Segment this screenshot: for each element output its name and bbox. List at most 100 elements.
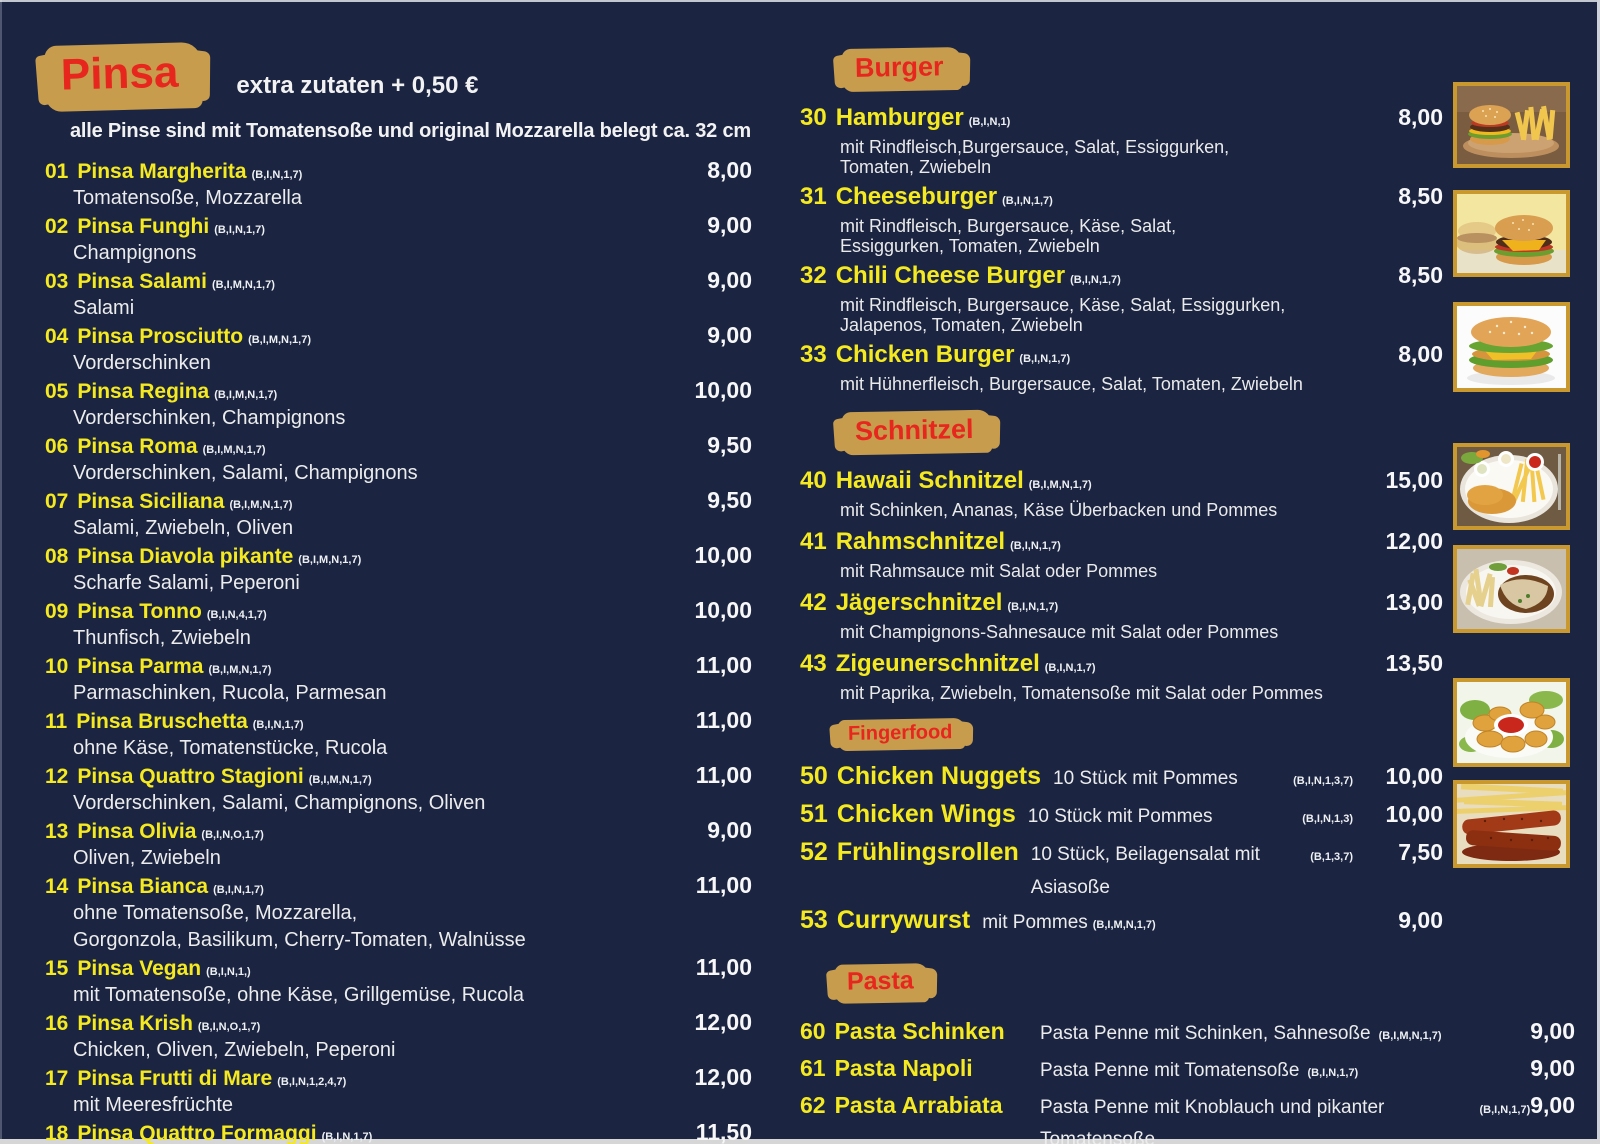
item-price: 8,50 xyxy=(1398,262,1443,288)
item-number: 01 xyxy=(45,160,69,183)
chicken-nuggets-illustration xyxy=(1457,682,1566,763)
item-description-2: Tomaten, Zwiebeln xyxy=(840,157,992,177)
menu-item-title-row: 15 Pinsa Vegan (B,I,N,1,) 11,00 xyxy=(45,955,752,984)
menu-item-title-row: 02 Pinsa Funghi (B,I,N,1,7) 9,00 xyxy=(45,213,752,242)
menu-item-title-row: 12 Pinsa Quattro Stagioni (B,I,M,N,1,7) 11,… xyxy=(45,763,752,792)
item-number: 07 xyxy=(45,490,69,513)
item-allergens: (B,I,N,1,7) xyxy=(252,719,304,731)
menu-item: 43 Zigeunerschnitzel (B,I,N,1,7) 13,50 mit … xyxy=(800,649,1443,703)
item-description: mit Pommes xyxy=(982,912,1088,933)
item-name: Pinsa Bruschetta xyxy=(76,710,248,733)
item-name: Pasta Arrabiata xyxy=(834,1092,1003,1118)
menu-item-title-row: 16 Pinsa Krish (B,I,N,O,1,7) 12,00 xyxy=(45,1010,752,1039)
item-allergens: (B,I,M,N,1,7) xyxy=(1028,479,1092,491)
menu-item: 06 Pinsa Roma (B,I,M,N,1,7) 9,50 Vorderschi… xyxy=(45,433,752,485)
item-price: 11,00 xyxy=(695,762,752,788)
item-allergens: (B,I,M,N,1,7) xyxy=(202,444,266,456)
item-description-2: Essiggurken, Tomaten, Zwiebeln xyxy=(840,236,1100,256)
item-number: 13 xyxy=(45,820,69,843)
item-price: 12,00 xyxy=(1385,528,1443,554)
fingerfood-header-row: Fingerfood xyxy=(837,717,1443,752)
menu-item-title-row: 42 Jägerschnitzel (B,I,N,1,7) 13,00 xyxy=(800,588,1443,622)
schnitzel-title: Schnitzel xyxy=(854,414,974,447)
item-number: 17 xyxy=(45,1067,69,1090)
item-name-column: 60 Pasta Schinken xyxy=(800,1015,1040,1047)
menu-item: 32 Chili Cheese Burger (B,I,N,1,7) 8,50 mit… xyxy=(800,261,1443,335)
item-allergens: (B,I,N,1,7) xyxy=(214,224,265,236)
jaegerschnitzel-illustration xyxy=(1457,549,1566,629)
menu-item: 53 Currywurst mit Pommes (B,I,M,N,1,7) 9,00 xyxy=(800,904,1443,942)
item-allergens: (B,I,N,4,1,7) xyxy=(206,609,267,621)
item-number: 31 xyxy=(800,183,827,210)
item-number: 10 xyxy=(45,655,69,678)
schnitzel-with-fries-photo xyxy=(1453,443,1570,530)
menu-item: 18 Pinsa Quattro Formaggi (B,I,N,1,7) 11,50… xyxy=(45,1120,752,1144)
item-name: Pinsa Vegan xyxy=(77,957,202,980)
item-name: Cheeseburger xyxy=(835,183,998,210)
item-allergens: (B,I,N,1,7) xyxy=(213,884,264,896)
item-description: Oliven, Zwiebeln xyxy=(73,847,221,869)
item-name: Pinsa Salami xyxy=(77,270,207,293)
item-allergens-inline: (B,1,3,7) xyxy=(1310,851,1353,863)
item-allergens: (B,I,M,N,1,7) xyxy=(298,554,362,566)
item-number: 52 xyxy=(800,838,828,866)
item-allergens: (B,I,M,N,1,7) xyxy=(1378,1030,1442,1042)
schnitzel-header-row: Schnitzel xyxy=(841,409,1443,456)
menu-item: 12 Pinsa Quattro Stagioni (B,I,M,N,1,7) 11,… xyxy=(45,763,752,815)
item-allergens: (B,I,M,N,1,7) xyxy=(214,389,278,401)
item-name: Pasta Schinken xyxy=(834,1018,1005,1044)
item-number: 11 xyxy=(45,710,68,733)
item-description: Thunfisch, Zwiebeln xyxy=(73,627,251,649)
item-price: 8,00 xyxy=(707,157,752,183)
menu-item: 30 Hamburger (B,I,N,1) 8,00 mit Rindfleisch… xyxy=(800,103,1443,177)
item-price: 11,50 xyxy=(695,1119,752,1144)
item-price: 9,00 xyxy=(1530,1055,1575,1081)
item-name: Pinsa Prosciutto xyxy=(77,325,244,348)
item-price: 8,00 xyxy=(1398,341,1443,367)
item-allergens: (B,I,N,1,7) xyxy=(1479,1104,1531,1116)
hamburger-with-fries-photo xyxy=(1453,82,1570,168)
item-name: Pinsa Regina xyxy=(77,380,210,403)
item-price: 12,00 xyxy=(694,1009,752,1035)
item-description: mit Paprika, Zwiebeln, Tomatensoße mit S… xyxy=(840,683,1323,703)
item-price: 9,00 xyxy=(707,322,752,348)
item-number: 51 xyxy=(800,800,828,828)
menu-item: 03 Pinsa Salami (B,I,M,N,1,7) 9,00 Salami xyxy=(45,268,752,320)
item-description: mit Tomatensoße, ohne Käse, Grillgemüse,… xyxy=(73,984,524,1006)
item-description: mit Rindfleisch, Burgersauce, Käse, Sala… xyxy=(840,295,1286,315)
item-description: Pasta Penne mit Tomatensoße xyxy=(1040,1060,1300,1081)
item-name: Hamburger xyxy=(835,104,964,131)
item-number: 53 xyxy=(800,906,828,934)
menu-item: 01 Pinsa Margherita (B,I,N,1,7) 8,00 Tomate… xyxy=(45,158,752,210)
fingerfood-title: Fingerfood xyxy=(847,721,953,745)
item-description: Pasta Penne mit Schinken, Sahnesoße xyxy=(1040,1023,1371,1044)
item-name: Pinsa Quattro Stagioni xyxy=(77,765,304,788)
item-price: 12,00 xyxy=(694,1064,752,1090)
item-price: 9,00 xyxy=(1530,1018,1575,1044)
menu-item-title-row: 08 Pinsa Diavola pikante (B,I,M,N,1,7) 10,0… xyxy=(45,543,752,572)
burger-header-badge: Burger xyxy=(841,46,962,93)
menu-item: 09 Pinsa Tonno (B,I,N,4,1,7) 10,00 Thunfisc… xyxy=(45,598,752,650)
item-allergens: (B,I,N,1,) xyxy=(206,966,251,978)
menu-item: 31 Cheeseburger (B,I,N,1,7) 8,50 mit Rindfl… xyxy=(800,182,1443,256)
pasta-header-row: Pasta xyxy=(834,963,1575,1004)
item-allergens: (B,I,N,1,7) xyxy=(1044,662,1096,674)
item-description: Salami xyxy=(73,297,135,319)
item-price: 10,00 xyxy=(1385,801,1443,827)
item-description: Champignons xyxy=(73,242,197,264)
item-number: 14 xyxy=(45,875,69,898)
menu-item: 02 Pinsa Funghi (B,I,N,1,7) 9,00 Champignon… xyxy=(45,213,752,265)
item-allergens: (B,I,N,1) xyxy=(968,116,1011,128)
pasta-section: Pasta 60 Pasta Schinken Pasta Penne mit Sc… xyxy=(800,963,1575,1144)
item-name: Pasta Napoli xyxy=(834,1055,973,1081)
pinsa-item-list: 01 Pinsa Margherita (B,I,N,1,7) 8,00 Tomate… xyxy=(45,158,752,1144)
item-allergens-inline: (B,I,M,N,1,7) xyxy=(1092,919,1156,931)
menu-item-title-row: 11 Pinsa Bruschetta (B,I,N,1,7) 11,00 xyxy=(45,708,752,737)
item-price: 10,00 xyxy=(694,377,752,403)
item-allergens: (B,I,N,1,3,7) xyxy=(1293,775,1353,787)
item-price: 9,50 xyxy=(707,487,752,513)
menu-item: 51 Chicken Wings 10 Stück mit Pommes (B,I,N… xyxy=(800,798,1443,836)
item-name: Pinsa Margherita xyxy=(77,160,247,183)
pinsa-header-badge: Pinsa xyxy=(44,41,204,113)
item-name: Pinsa Bianca xyxy=(77,875,209,898)
